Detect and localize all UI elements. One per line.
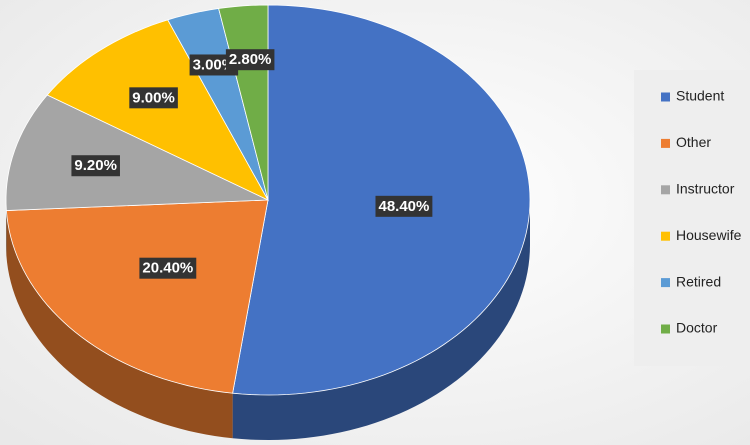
data-label: 9.20%: [71, 155, 120, 177]
data-label-text: 48.40%: [378, 198, 429, 215]
legend-box: [634, 70, 750, 366]
data-label-text: 3.00%: [193, 56, 236, 73]
data-label-box: [225, 49, 275, 71]
legend-swatch: [661, 92, 670, 102]
legend-label: Doctor: [676, 320, 718, 336]
data-label-box: [71, 155, 120, 177]
data-label-text: 9.20%: [74, 157, 117, 174]
legend-label: Housewife: [676, 227, 742, 243]
data-label-box: [139, 257, 197, 279]
pie-sides: [6, 200, 530, 440]
legend-label: Student: [676, 88, 724, 104]
data-label: 48.40%: [375, 195, 433, 217]
legend-label: Instructor: [676, 181, 735, 197]
legend-swatch: [661, 185, 670, 195]
data-label-box: [375, 195, 433, 217]
legend-swatch: [661, 138, 670, 148]
legend-swatch: [661, 324, 670, 334]
legend-label: Retired: [676, 273, 721, 289]
data-labels: 48.40% 20.40% 9.20% 9.00% 3.00%2.80%: [71, 49, 433, 279]
slice-side: [232, 200, 530, 440]
data-label: 2.80%: [225, 49, 275, 71]
slice: [46, 19, 269, 201]
legend-swatch: [661, 278, 670, 288]
data-label-text: 20.40%: [142, 260, 193, 277]
data-label-text: 9.00%: [132, 89, 175, 106]
legend: Student Other Instructor Housewife Retired Do…: [661, 88, 742, 336]
data-label: 20.40%: [139, 257, 197, 279]
slice: [5, 199, 269, 394]
slice: [5, 94, 269, 211]
data-label-text: 2.80%: [229, 51, 272, 68]
data-label: 9.00%: [129, 87, 178, 109]
data-label-box: [129, 87, 178, 109]
legend-label: Other: [676, 134, 711, 150]
legend-swatch: [661, 231, 670, 241]
slice-side: [6, 210, 233, 439]
